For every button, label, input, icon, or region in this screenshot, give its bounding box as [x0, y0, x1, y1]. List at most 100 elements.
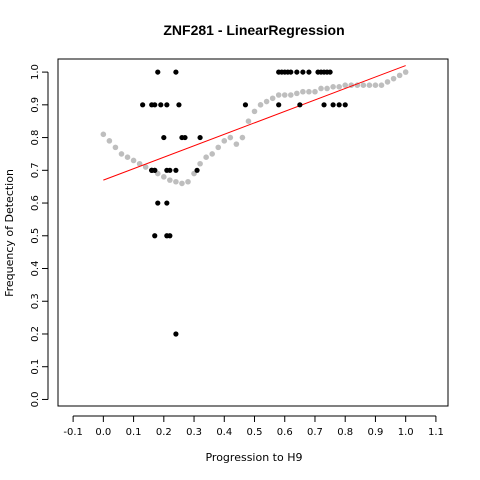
plot-frame — [57, 58, 449, 407]
x-tick-label: 0.0 — [95, 427, 111, 438]
x-tick-label: 1.0 — [398, 427, 414, 438]
smoothed-point — [275, 92, 282, 98]
observed-point — [164, 200, 170, 206]
observed-point — [300, 69, 306, 75]
observed-point — [173, 331, 179, 337]
smoothed-point — [257, 102, 264, 108]
y-axis-label: Frequency of Detection — [3, 169, 16, 297]
smoothed-point — [221, 138, 228, 144]
smoothed-point — [106, 138, 113, 144]
observed-point — [288, 69, 294, 75]
observed-point — [327, 69, 333, 75]
y-tick-label: 0.6 — [30, 195, 41, 211]
smoothed-point — [324, 85, 330, 92]
observed-point — [152, 167, 158, 173]
smoothed-point — [336, 84, 342, 90]
smoothed-point — [281, 92, 288, 98]
y-axis: 0.0 0.1 0.2 0.3 0.4 0.5 0.6 0.7 0.8 0.9 1.0 — [30, 64, 49, 407]
smoothed-point — [227, 134, 234, 141]
smoothed-point — [300, 88, 306, 95]
observed-point — [197, 134, 203, 141]
smoothed-point — [378, 82, 385, 88]
y-tick-label: 0.7 — [30, 162, 41, 178]
smoothed-point — [251, 108, 258, 115]
observed-point — [342, 102, 348, 108]
smoothed-point — [130, 157, 137, 164]
observed-point — [276, 102, 282, 108]
smoothed-point — [209, 151, 215, 157]
observed-point — [173, 69, 179, 75]
smoothed-point — [161, 174, 167, 180]
smoothed-point — [330, 84, 336, 90]
smoothed-point — [179, 180, 185, 187]
observed-point — [321, 102, 327, 108]
observed-point — [155, 200, 161, 206]
chart-title: ZNF281 - LinearRegression — [163, 22, 344, 38]
y-tick-label: 0.1 — [30, 359, 41, 375]
observed-point — [152, 102, 158, 108]
observed-point — [152, 233, 158, 239]
smoothed-point — [366, 82, 373, 88]
smoothed-point — [136, 160, 143, 167]
smoothed-point — [306, 88, 312, 95]
x-tick-label: 0.3 — [186, 427, 202, 438]
smoothed-point — [233, 141, 240, 147]
observed-point — [155, 69, 161, 75]
y-tick-label: 0.9 — [30, 97, 41, 113]
smoothed-point — [312, 88, 318, 95]
x-tick-label: 0.1 — [126, 427, 142, 438]
x-axis-label: Progression to H9 — [205, 451, 302, 464]
smoothed-point — [215, 144, 222, 151]
x-tick-label: 0.6 — [277, 427, 293, 438]
y-tick-label: 0.0 — [30, 391, 41, 407]
smoothed-point — [402, 69, 409, 75]
smoothed-point — [239, 134, 246, 141]
smoothed-point — [318, 85, 324, 92]
smoothed-point — [197, 160, 203, 167]
observed-point — [173, 167, 179, 173]
regression-series — [103, 65, 406, 181]
y-tick-label: 0.3 — [30, 293, 41, 309]
observed-point — [242, 102, 249, 108]
observed-point — [297, 102, 303, 108]
smoothed-point — [390, 75, 397, 82]
observed-point — [158, 102, 164, 108]
x-tick-label: 0.4 — [216, 427, 232, 438]
smoothed-point — [372, 82, 379, 88]
y-tick-label: 0.4 — [30, 261, 41, 277]
smoothed-point — [294, 90, 300, 97]
smoothed-point — [342, 82, 349, 88]
y-tick-label: 1.0 — [30, 64, 41, 80]
smoothed-point — [245, 118, 252, 124]
observed-point — [330, 102, 336, 108]
observed-point — [182, 134, 188, 141]
observed-point — [161, 134, 167, 141]
smoothed-point — [396, 72, 403, 79]
observed-point — [167, 167, 173, 173]
observed-point — [336, 102, 342, 108]
x-axis: -0.1 0.0 0.1 0.2 0.3 0.4 0.5 0.6 0.7 0.8 0.9 1.0 1.1 — [63, 415, 444, 438]
observed-point — [294, 69, 300, 75]
x-tick-label: 0.2 — [156, 427, 172, 438]
regression-line — [103, 65, 406, 181]
observed-point — [164, 102, 170, 108]
smoothed-point — [360, 82, 367, 88]
x-tick-label: -0.1 — [63, 427, 83, 438]
smoothed-point — [384, 79, 391, 85]
x-tick-label: 0.5 — [247, 427, 263, 438]
y-tick-label: 0.8 — [30, 130, 41, 146]
x-tick-label: 0.9 — [367, 427, 383, 438]
smoothed-point — [269, 95, 276, 102]
smoothed-point — [142, 164, 149, 170]
smoothed-point — [118, 151, 125, 157]
x-tick-label: 0.7 — [307, 427, 323, 438]
smoothed-series — [100, 69, 409, 187]
y-tick-label: 0.5 — [30, 228, 41, 244]
observed-point — [194, 167, 200, 173]
x-tick-label: 0.8 — [337, 427, 353, 438]
smoothed-point — [173, 178, 179, 185]
observed-series — [140, 69, 348, 337]
smoothed-point — [100, 131, 107, 138]
